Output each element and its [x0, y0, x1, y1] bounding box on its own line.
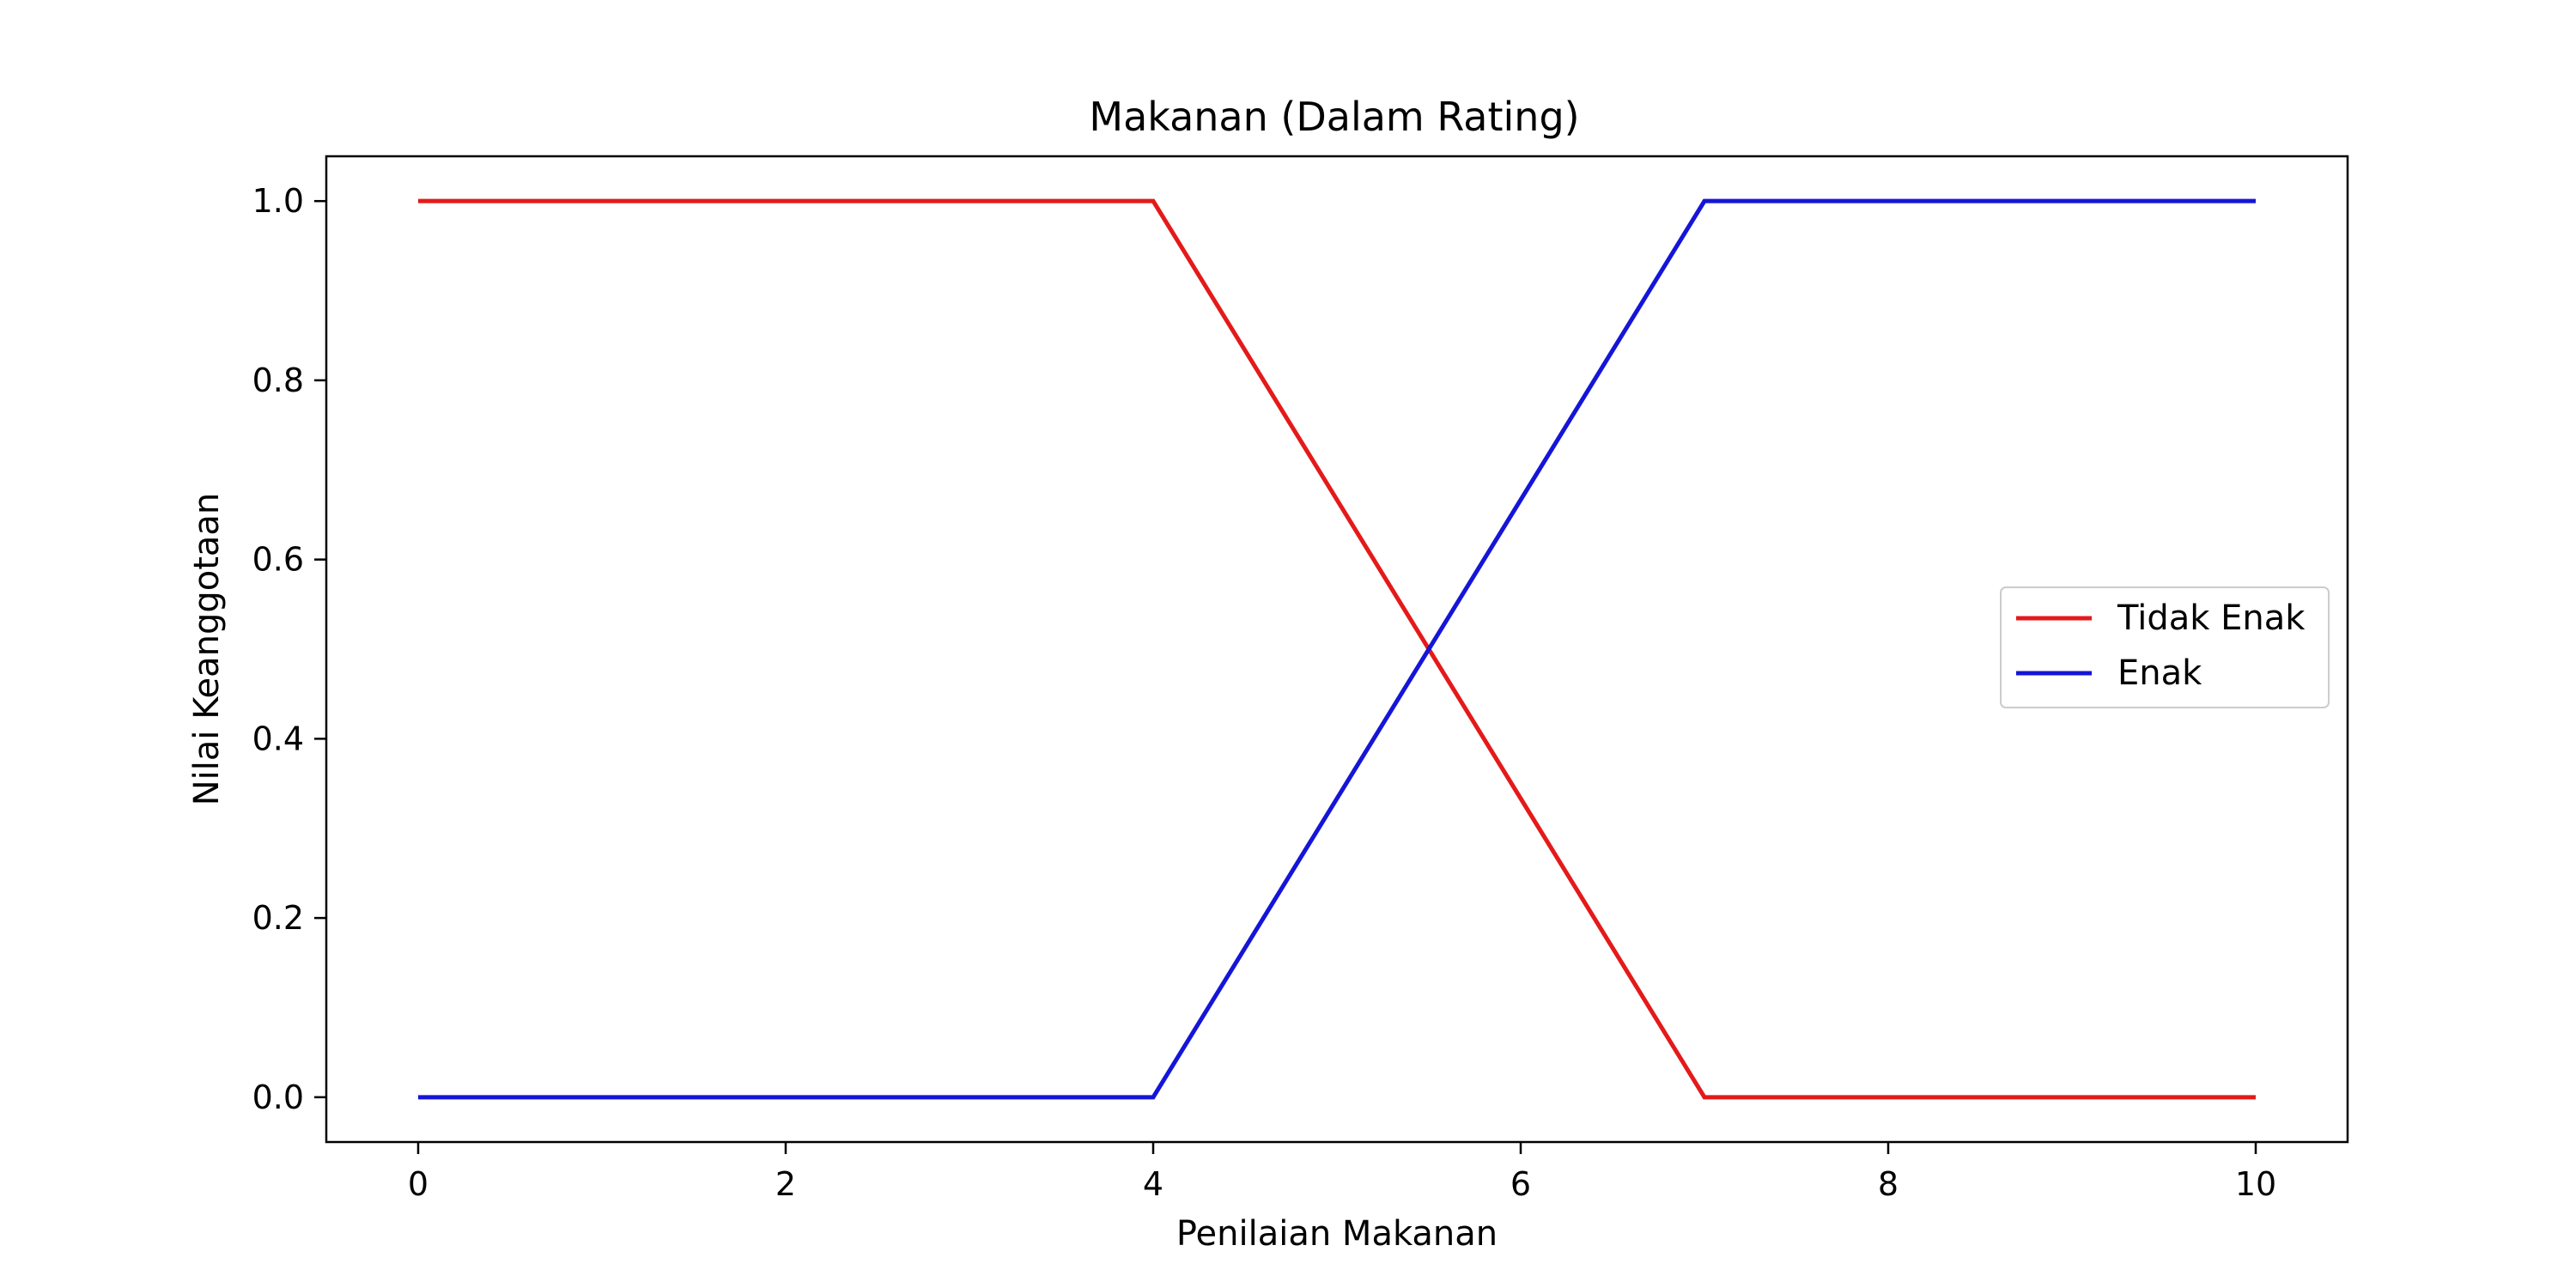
legend: Tidak Enak Enak [2000, 586, 2330, 708]
x-tick-label: 6 [1510, 1165, 1531, 1203]
y-tick-label: 0.0 [252, 1078, 304, 1116]
plot-frame [325, 155, 2349, 1144]
y-tick-label: 0.6 [252, 541, 304, 579]
x-axis-label: Penilaian Makanan [1176, 1214, 1498, 1254]
y-tick-label: 0.8 [252, 361, 304, 399]
y-axis-label: Nilai Keanggotaan [187, 493, 227, 806]
x-tick-label: 10 [2235, 1165, 2276, 1203]
plot-area [418, 198, 2256, 1100]
y-tick-label: 1.0 [252, 182, 304, 220]
y-tick-label: 0.2 [252, 899, 304, 937]
series-line-tidak-enak [418, 198, 2256, 1100]
x-tick-label: 4 [1143, 1165, 1163, 1203]
chart-title: Makanan (Dalam Rating) [1089, 94, 1579, 140]
y-tick-label: 0.4 [252, 720, 304, 757]
legend-label-tidak-enak: Tidak Enak [2117, 598, 2306, 638]
x-tick-label: 8 [1878, 1165, 1899, 1203]
series-line-enak [418, 198, 2256, 1100]
x-tick-label: 2 [775, 1165, 796, 1203]
x-tick-label: 0 [408, 1165, 428, 1203]
y-axis: 0.0 0.2 0.4 0.6 0.8 1.0 [252, 182, 326, 1116]
legend-label-enak: Enak [2117, 653, 2202, 693]
x-axis: 0 2 4 6 8 10 [408, 1142, 2276, 1203]
